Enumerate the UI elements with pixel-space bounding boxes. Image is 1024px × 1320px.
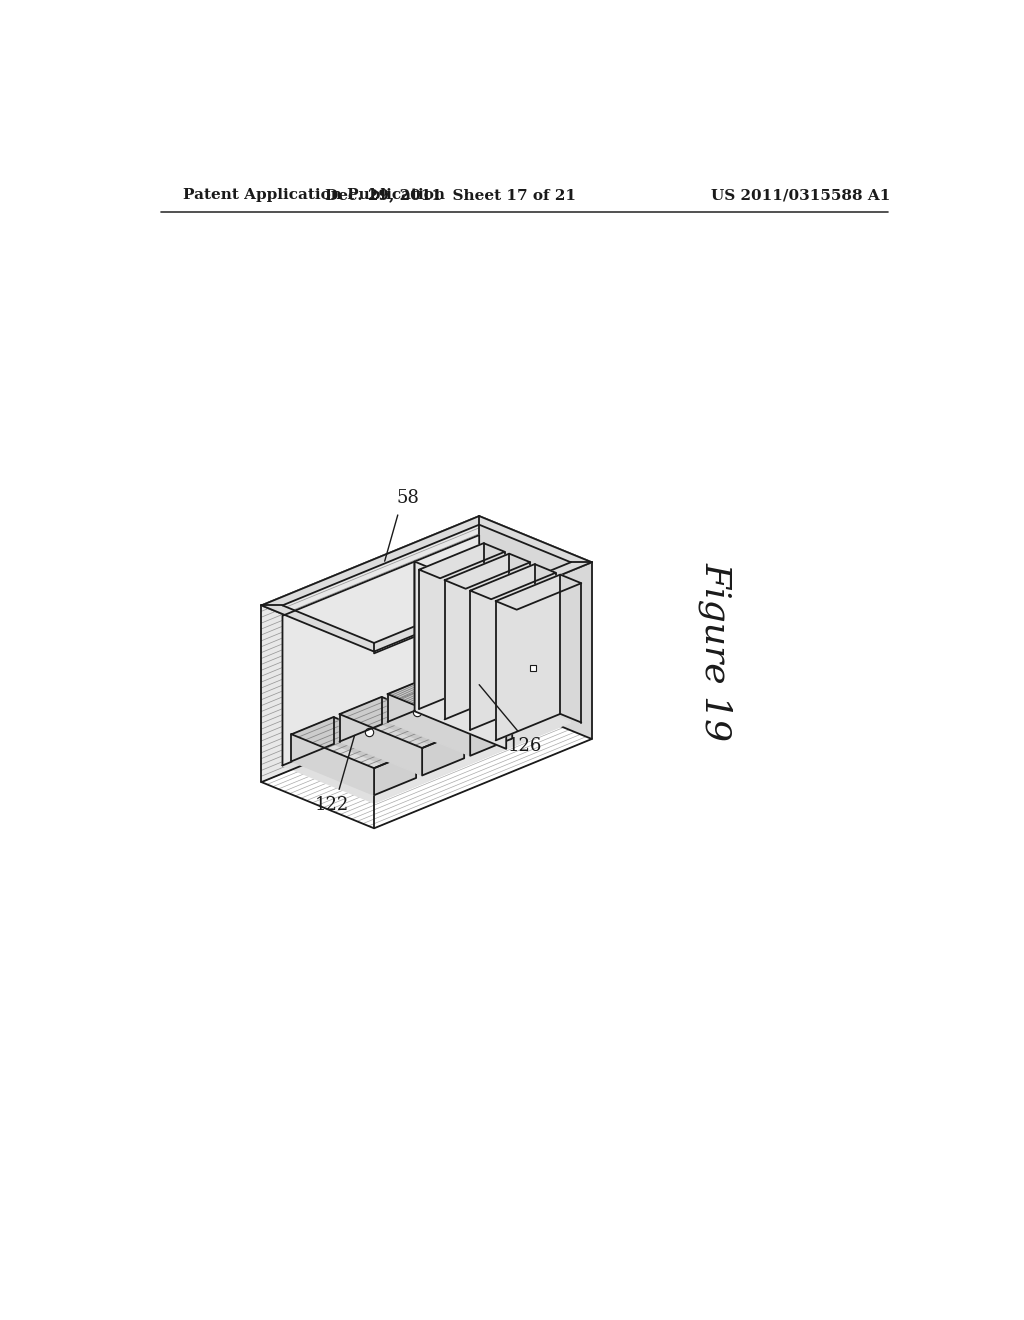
Polygon shape bbox=[483, 543, 505, 692]
Polygon shape bbox=[283, 561, 415, 766]
Polygon shape bbox=[470, 564, 535, 730]
Polygon shape bbox=[292, 717, 334, 762]
Polygon shape bbox=[422, 731, 464, 775]
Polygon shape bbox=[292, 734, 374, 795]
Polygon shape bbox=[419, 543, 483, 709]
Polygon shape bbox=[430, 677, 512, 738]
Polygon shape bbox=[292, 717, 416, 768]
Polygon shape bbox=[261, 516, 592, 652]
Polygon shape bbox=[261, 606, 374, 652]
Polygon shape bbox=[340, 697, 464, 748]
Polygon shape bbox=[496, 574, 582, 610]
Polygon shape bbox=[444, 553, 509, 719]
Polygon shape bbox=[479, 516, 592, 562]
Polygon shape bbox=[374, 751, 416, 795]
Polygon shape bbox=[382, 697, 464, 758]
Polygon shape bbox=[388, 677, 430, 722]
Polygon shape bbox=[496, 574, 560, 741]
Polygon shape bbox=[415, 561, 506, 748]
Polygon shape bbox=[261, 516, 479, 781]
Text: Figure 19: Figure 19 bbox=[698, 561, 733, 741]
Polygon shape bbox=[374, 599, 506, 803]
Polygon shape bbox=[340, 714, 422, 775]
Text: Patent Application Publication: Patent Application Publication bbox=[183, 189, 444, 202]
Text: US 2011/0315588 A1: US 2011/0315588 A1 bbox=[711, 189, 890, 202]
Polygon shape bbox=[261, 516, 479, 606]
Polygon shape bbox=[283, 685, 570, 803]
Polygon shape bbox=[415, 535, 479, 711]
Polygon shape bbox=[415, 685, 570, 748]
Polygon shape bbox=[419, 543, 505, 578]
Polygon shape bbox=[470, 710, 512, 756]
Polygon shape bbox=[509, 553, 530, 701]
Text: 126: 126 bbox=[508, 738, 543, 755]
Polygon shape bbox=[560, 574, 582, 722]
Polygon shape bbox=[470, 564, 556, 599]
Text: 58: 58 bbox=[396, 488, 419, 507]
Polygon shape bbox=[444, 553, 530, 589]
Polygon shape bbox=[388, 677, 512, 727]
Polygon shape bbox=[535, 564, 556, 711]
Polygon shape bbox=[388, 694, 470, 756]
Text: 122: 122 bbox=[314, 796, 348, 813]
Polygon shape bbox=[374, 562, 592, 652]
Polygon shape bbox=[340, 697, 382, 742]
Text: Dec. 29, 2011  Sheet 17 of 21: Dec. 29, 2011 Sheet 17 of 21 bbox=[325, 189, 575, 202]
Polygon shape bbox=[334, 717, 416, 777]
Polygon shape bbox=[479, 516, 592, 739]
